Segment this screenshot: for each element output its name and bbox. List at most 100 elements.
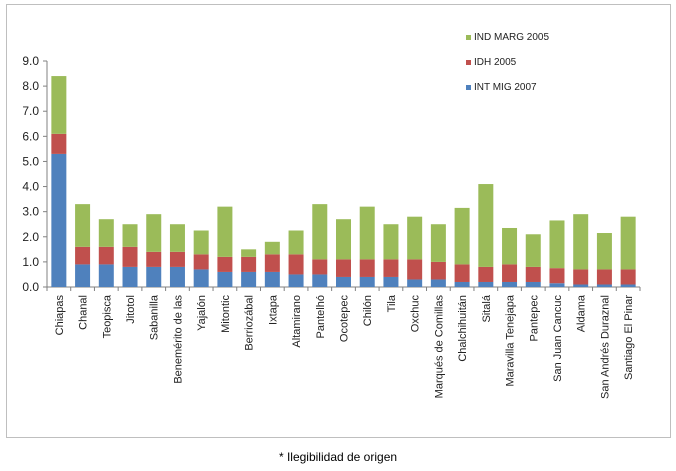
bar-segment: [75, 204, 91, 247]
x-tick-label: Mitontic: [220, 295, 232, 333]
bar-segment: [193, 269, 209, 287]
bar-segment: [146, 251, 162, 267]
x-tick-label: Altamirano: [291, 295, 303, 348]
x-tick-label: Benemérito de las: [172, 295, 184, 384]
bar-segment: [217, 256, 233, 272]
x-tick-label: Pantelhó: [315, 295, 327, 338]
legend-swatch: [466, 60, 471, 65]
bar-segment: [407, 279, 423, 287]
bar-segment: [336, 276, 351, 287]
x-tick-label: Maravilla Tenejapa: [505, 294, 517, 386]
bar-segment: [549, 283, 565, 287]
bar-segment: [98, 264, 114, 287]
x-tick-label: Ixtapa: [267, 294, 279, 325]
y-tick-label: 9.0: [22, 54, 39, 68]
x-tick-label: Chilón: [362, 295, 374, 326]
bar-segment: [264, 241, 280, 255]
bar-segment: [620, 284, 636, 287]
x-tick-label: Sabanilla: [149, 294, 161, 340]
bar-segment: [288, 230, 304, 255]
bar-segment: [383, 224, 399, 260]
bar-segment: [478, 184, 494, 267]
bar-segment: [525, 281, 541, 287]
bar-segment: [430, 279, 446, 287]
bar-segment: [193, 254, 209, 270]
bar-segment: [75, 264, 91, 287]
bar-segment: [169, 266, 185, 287]
bar-segment: [573, 284, 589, 287]
bar-segment: [241, 256, 257, 272]
x-tick-label: San Juan Cancuc: [552, 295, 564, 382]
x-tick-label: Oxchuc: [410, 295, 422, 333]
bar-segment: [502, 264, 518, 282]
x-tick-label: Teopisca: [101, 294, 113, 338]
bar-segment: [241, 271, 257, 287]
bar-segment: [430, 224, 446, 262]
x-tick-label: San Andrés Duraznal: [599, 295, 611, 399]
bar-segment: [122, 266, 138, 287]
bar-segment: [596, 233, 612, 270]
bar-segment: [146, 214, 162, 252]
y-tick-label: 0.0: [22, 280, 39, 294]
bar-segment: [98, 246, 114, 265]
bar-segment: [454, 207, 470, 265]
x-tick-label: Chiapas: [54, 295, 66, 336]
bar-segment: [502, 281, 518, 287]
caption: * Ilegibilidad de origen: [278, 450, 398, 464]
bar-segment: [596, 269, 612, 285]
bar-segment: [193, 230, 209, 255]
bar-segment: [383, 276, 399, 287]
x-tick-label: Pantepec: [528, 295, 540, 342]
bar-segment: [596, 284, 612, 287]
bar-segment: [312, 259, 328, 275]
legend-swatch: [466, 85, 471, 90]
legend-entry: IND MARG 2005: [474, 32, 549, 43]
labels: 0.0 1.0 2.0 3.0 4.0 5.0 6.0 7.0 8.0 9.0 Chiapas Cha…: [22, 54, 635, 399]
y-tick-label: 4.0: [22, 180, 39, 194]
x-tick-label: Ocotepec: [339, 295, 351, 343]
bar-segment: [217, 206, 233, 257]
y-tick-label: 6.0: [22, 129, 39, 143]
bar-segment: [407, 259, 423, 280]
bar-segment: [98, 219, 114, 247]
bar-segment: [264, 254, 280, 272]
bar-segment: [75, 246, 91, 265]
bar-segment: [122, 246, 138, 267]
bar-segment: [359, 276, 375, 287]
x-tick-label: Chanal: [78, 295, 90, 330]
x-tick-label: Tila: [386, 294, 398, 312]
x-tick-label: Yajalón: [196, 295, 208, 331]
bar-segment: [549, 268, 565, 284]
legend-entry: IDH 2005: [474, 57, 517, 68]
x-tick-label: Jitotol: [125, 295, 137, 324]
x-tick-label: Santiago El Pinar: [623, 295, 635, 380]
bar-segment: [288, 254, 304, 275]
bar-segment: [336, 219, 351, 260]
bar-segment: [169, 251, 185, 267]
bar-segment: [573, 214, 589, 270]
bar-segment: [312, 274, 328, 287]
y-tick-label: 1.0: [22, 255, 39, 269]
stacked-bar-chart: 0.0 1.0 2.0 3.0 4.0 5.0 6.0 7.0 8.0 9.0 Chiapas Cha…: [22, 32, 641, 399]
legend-swatch: [466, 35, 471, 40]
bar-segment: [264, 271, 280, 287]
bar-segment: [359, 259, 375, 277]
x-tick-label: Marqués de Comillas: [433, 295, 445, 399]
bar-segment: [478, 281, 494, 287]
bars: [51, 76, 636, 287]
bar-segment: [241, 249, 257, 257]
y-tick-label: 8.0: [22, 79, 39, 93]
bar-segment: [620, 269, 636, 285]
bar-segment: [336, 259, 351, 277]
bar-segment: [454, 264, 470, 282]
bar-segment: [288, 274, 304, 287]
bar-segment: [525, 234, 541, 267]
x-tick-label: Sitalá: [481, 294, 493, 322]
bar-segment: [51, 153, 67, 287]
bar-segment: [573, 269, 589, 285]
bar-segment: [146, 266, 162, 287]
legend: IND MARG 2005 IDH 2005 INT MIG 2007: [466, 32, 549, 93]
bar-segment: [51, 133, 67, 154]
bar-segment: [549, 220, 565, 269]
bar-segment: [430, 261, 446, 280]
